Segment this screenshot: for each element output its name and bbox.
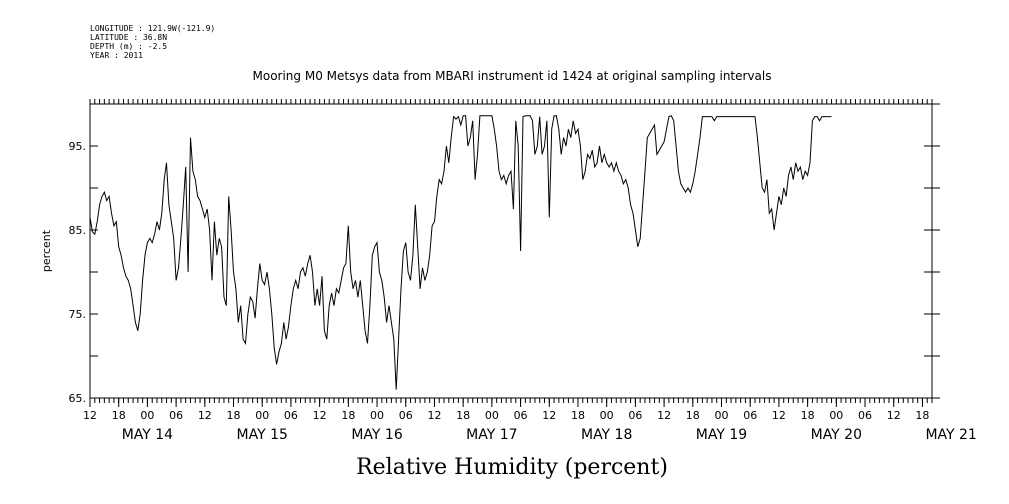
x-day-label: MAY 14: [122, 427, 173, 443]
info-line: LATITUDE : 36.8N: [90, 33, 167, 42]
x-tick-label: 00: [715, 409, 729, 422]
x-tick-label: 12: [772, 409, 786, 422]
bottom-title: Relative Humidity (percent): [356, 455, 668, 480]
x-tick-label: 18: [227, 409, 241, 422]
x-tick-label: 00: [829, 409, 843, 422]
x-day-label: MAY 17: [466, 427, 517, 443]
x-tick-label: 06: [858, 409, 872, 422]
x-tick-label: 06: [514, 409, 528, 422]
x-tick-label: 06: [743, 409, 757, 422]
x-tick-label: 12: [887, 409, 901, 422]
x-tick-label: 18: [341, 409, 355, 422]
x-tick-label: 18: [686, 409, 700, 422]
y-tick-label: 85.: [69, 224, 87, 237]
x-tick-label: 18: [456, 409, 470, 422]
y-tick-label: 65.: [69, 392, 87, 405]
x-day-label: MAY 21: [925, 427, 976, 443]
x-day-label: MAY 15: [237, 427, 288, 443]
x-tick-label: 12: [427, 409, 441, 422]
x-tick-label: 00: [600, 409, 614, 422]
x-tick-label: 00: [370, 409, 384, 422]
x-day-label: MAY 20: [811, 427, 862, 443]
x-tick-label: 06: [169, 409, 183, 422]
x-tick-label: 06: [628, 409, 642, 422]
x-tick-label: 12: [542, 409, 556, 422]
x-tick-label: 12: [83, 409, 97, 422]
x-day-label: MAY 19: [696, 427, 747, 443]
info-line: YEAR : 2011: [90, 51, 143, 60]
x-tick-label: 00: [255, 409, 269, 422]
x-day-label: MAY 18: [581, 427, 632, 443]
info-line: LONGITUDE : 121.9W(-121.9): [90, 24, 215, 33]
info-line: DEPTH (m) : -2.5: [90, 42, 167, 51]
x-tick-label: 18: [915, 409, 929, 422]
series-group: [89, 115, 832, 390]
x-tick-label: 18: [571, 409, 585, 422]
x-tick-label: 18: [801, 409, 815, 422]
y-axis: 65. 75. 85. 95.: [69, 140, 87, 405]
y-tick-label: 95.: [69, 140, 87, 153]
x-tick-label: 18: [112, 409, 126, 422]
x-tick-label: 00: [140, 409, 154, 422]
x-tick-label: 06: [284, 409, 298, 422]
y-axis-label: percent: [40, 229, 53, 272]
x-tick-label: 00: [485, 409, 499, 422]
series-line: [89, 115, 832, 390]
x-tick-label: 12: [313, 409, 327, 422]
x-tick-label: 06: [399, 409, 413, 422]
y-tick-label: 75.: [69, 308, 87, 321]
x-tick-label: 12: [657, 409, 671, 422]
x-day-label: MAY 16: [351, 427, 402, 443]
x-axis: 12 18 00 06 12 18 00 06 12 18 00 06 12 18 00 06 12 18 00 06…: [83, 398, 977, 443]
x-tick-label: 12: [198, 409, 212, 422]
chart-title: Mooring M0 Metsys data from MBARI instru…: [253, 69, 772, 83]
metadata-block: LONGITUDE : 121.9W(-121.9) LATITUDE : 36…: [90, 24, 215, 60]
